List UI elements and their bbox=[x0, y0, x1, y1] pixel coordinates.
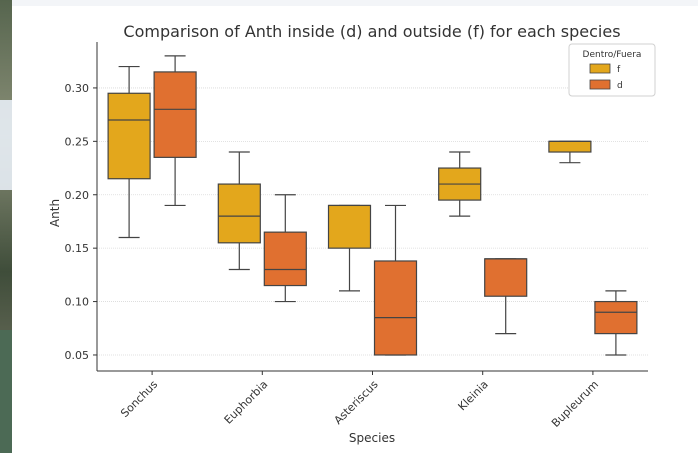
x-tick-label: Kleinia bbox=[456, 378, 491, 413]
box-series bbox=[107, 55, 638, 356]
box-iqr bbox=[153, 71, 197, 158]
y-axis-label: Anth bbox=[48, 199, 62, 227]
legend-swatch-d bbox=[589, 79, 611, 90]
chart-title: Comparison of Anth inside (d) and outsid… bbox=[123, 22, 620, 41]
box-f-asteriscus bbox=[327, 204, 372, 292]
box-f-euphorbia bbox=[217, 151, 261, 271]
x-tick-label: Asteriscus bbox=[332, 378, 381, 427]
legend: Dentro/Fuera f d bbox=[568, 43, 656, 97]
box-iqr bbox=[107, 92, 151, 180]
box-f-bupleurum bbox=[548, 140, 592, 164]
y-tick-label: 0.10 bbox=[65, 296, 90, 309]
background-window-corner bbox=[0, 330, 12, 453]
box-d-asteriscus bbox=[373, 204, 418, 356]
box-d-euphorbia bbox=[263, 194, 307, 303]
y-tick-label: 0.25 bbox=[65, 135, 90, 148]
y-tick-label: 0.05 bbox=[65, 349, 90, 362]
y-tick-label: 0.20 bbox=[65, 189, 90, 202]
legend-title: Dentro/Fuera bbox=[583, 50, 642, 60]
y-tick-label: 0.30 bbox=[65, 82, 90, 95]
box-iqr bbox=[484, 258, 528, 297]
box-d-sonchus bbox=[153, 55, 197, 207]
background-window-top bbox=[12, 0, 698, 8]
legend-label-d: d bbox=[617, 81, 623, 91]
box-d-bupleurum bbox=[594, 290, 638, 356]
box-iqr bbox=[594, 300, 638, 335]
x-axis-label: Species bbox=[349, 431, 395, 445]
x-tick-label: Euphorbia bbox=[222, 378, 271, 427]
box-iqr bbox=[327, 204, 372, 249]
legend-swatch-f bbox=[589, 63, 611, 74]
legend-label-f: f bbox=[617, 65, 621, 75]
boxplot-chart: Comparison of Anth inside (d) and outsid… bbox=[48, 22, 656, 445]
box-iqr bbox=[373, 260, 418, 356]
chart-panel: Comparison of Anth inside (d) and outsid… bbox=[12, 6, 698, 453]
box-f-kleinia bbox=[438, 151, 482, 217]
box-iqr bbox=[263, 231, 307, 287]
x-tick-label: Sonchus bbox=[118, 378, 160, 420]
box-f-sonchus bbox=[107, 65, 151, 239]
x-tick-label: Bupleurum bbox=[549, 378, 601, 430]
box-iqr bbox=[217, 183, 261, 244]
y-tick-label: 0.15 bbox=[65, 242, 90, 255]
box-iqr bbox=[548, 140, 592, 153]
box-d-kleinia bbox=[484, 258, 528, 335]
